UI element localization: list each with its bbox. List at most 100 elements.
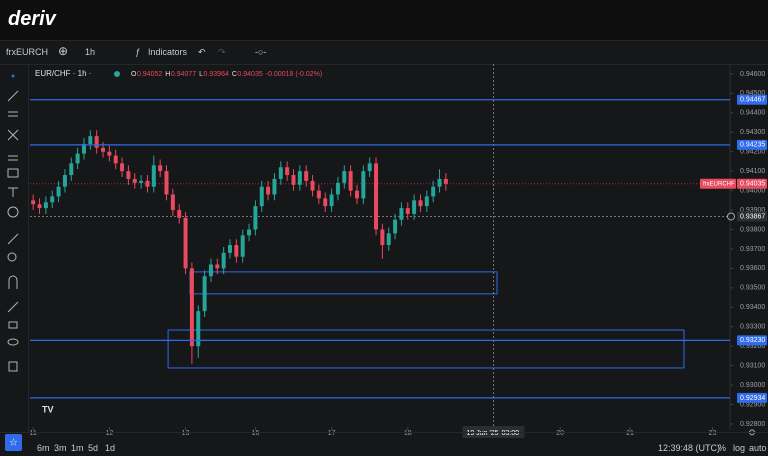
quote-change: -0.00018 (-0.02%) bbox=[266, 71, 322, 78]
symbol-tag bbox=[700, 178, 736, 189]
candle-body bbox=[228, 245, 232, 253]
candle-body bbox=[329, 194, 334, 207]
scale-option[interactable]: auto bbox=[749, 443, 767, 453]
symbol[interactable]: frxEURCH bbox=[6, 47, 48, 57]
candle-body bbox=[132, 178, 137, 183]
top-bar: deriv bbox=[0, 0, 768, 41]
candle-body bbox=[259, 186, 264, 207]
y-tick-label: 0.94400 bbox=[740, 110, 765, 117]
candle-body bbox=[107, 151, 112, 156]
candle-body bbox=[399, 208, 404, 220]
range-button[interactable]: 1m bbox=[71, 443, 84, 453]
y-tick-label: 0.94500 bbox=[740, 90, 765, 97]
candle-body bbox=[101, 147, 106, 152]
candle-body bbox=[304, 171, 309, 181]
price-label: 0.94035 bbox=[740, 181, 765, 188]
candle-body bbox=[291, 175, 296, 185]
tool-icons bbox=[7, 74, 19, 372]
candle-body bbox=[145, 180, 150, 187]
candle-body bbox=[56, 186, 61, 197]
candle-body bbox=[272, 178, 277, 195]
level-tag bbox=[737, 392, 767, 403]
candle-body bbox=[443, 178, 448, 184]
candle-body bbox=[240, 235, 245, 257]
range-button[interactable]: 5d bbox=[88, 443, 99, 453]
y-tick-label: 0.93900 bbox=[740, 207, 765, 214]
y-tick-label: 0.94300 bbox=[740, 129, 765, 136]
x-tick-label: 12 bbox=[105, 430, 113, 437]
candle-body bbox=[361, 171, 366, 199]
candle-body bbox=[310, 180, 315, 191]
quote-value: 0.94052 bbox=[137, 71, 162, 78]
candle-body bbox=[323, 198, 328, 207]
y-tick-label: 0.93400 bbox=[740, 304, 765, 311]
quote-key: L bbox=[199, 71, 203, 78]
level-label: 0.94235 bbox=[740, 142, 765, 149]
range-button[interactable]: 3m bbox=[54, 443, 67, 453]
logo[interactable]: deriv bbox=[8, 8, 56, 30]
level-label: 0.92934 bbox=[740, 395, 765, 402]
candle-body bbox=[120, 163, 125, 172]
quote-key: O bbox=[131, 71, 137, 78]
range-button[interactable]: 1d bbox=[105, 443, 116, 453]
candle-body bbox=[50, 196, 55, 203]
quote-value: 0.94035 bbox=[237, 71, 262, 78]
y-tick-label: 0.92800 bbox=[740, 421, 765, 428]
tv-logo: TV bbox=[42, 404, 54, 414]
status-dot bbox=[114, 71, 120, 77]
candle-body bbox=[424, 196, 429, 207]
candle-body bbox=[75, 153, 80, 164]
toolbar: frxEURCH ⊕ 1h ƒ Indicators ↶ ↷ -○- bbox=[0, 41, 768, 65]
level-tag bbox=[737, 335, 767, 346]
range-button[interactable]: 6m bbox=[37, 443, 50, 453]
indicators-icon[interactable]: ƒ bbox=[135, 47, 141, 57]
candle-body bbox=[126, 171, 131, 179]
add-button[interactable]: ⊕ bbox=[58, 44, 69, 58]
candle-body bbox=[151, 165, 156, 187]
drawing-tool[interactable]: -○- bbox=[255, 47, 267, 57]
candle-body bbox=[81, 143, 86, 154]
candle-body bbox=[405, 208, 410, 214]
y-tick-label: 0.94600 bbox=[740, 71, 765, 78]
candle-body bbox=[164, 171, 169, 195]
favorite-button[interactable] bbox=[5, 434, 22, 451]
quote-key: H bbox=[165, 71, 170, 78]
quote-value: 0.93964 bbox=[204, 71, 229, 78]
candle-body bbox=[380, 229, 385, 246]
x-tick-label: 18 bbox=[404, 430, 412, 437]
x-tick-label: 16 bbox=[251, 430, 259, 437]
scale-option[interactable]: % bbox=[718, 443, 727, 453]
symbol-label: frxEURCHF bbox=[703, 181, 735, 187]
candle-body bbox=[88, 136, 93, 144]
candle-body bbox=[253, 206, 258, 230]
candle-body bbox=[348, 171, 353, 191]
zone bbox=[167, 329, 685, 369]
candle-body bbox=[247, 229, 252, 236]
candle-body bbox=[386, 233, 391, 246]
candle-body bbox=[208, 264, 213, 277]
candle-body bbox=[234, 245, 239, 257]
interval[interactable]: 1h bbox=[85, 47, 96, 57]
zone bbox=[189, 271, 498, 295]
scale-option[interactable]: log bbox=[733, 443, 746, 453]
candle-body bbox=[43, 202, 48, 209]
candle-body bbox=[437, 178, 442, 187]
candle-body bbox=[316, 190, 321, 199]
candle-body bbox=[285, 167, 290, 176]
redo[interactable]: ↷ bbox=[218, 47, 226, 57]
y-tick-label: 0.93700 bbox=[740, 246, 765, 253]
footer: 6m 3m 1m 5d 1d 12:39:48 (UTC)% log auto bbox=[0, 432, 768, 456]
price-tag bbox=[737, 178, 767, 189]
x-tick-label: 21 bbox=[626, 430, 634, 437]
indicators[interactable]: Indicators bbox=[148, 47, 188, 57]
candle-body bbox=[62, 175, 67, 187]
side-toolbar bbox=[0, 64, 29, 432]
candle-body bbox=[418, 200, 423, 207]
x-tick-label: 23 bbox=[709, 430, 717, 437]
undo[interactable]: ↶ bbox=[198, 47, 206, 57]
candle-body bbox=[393, 219, 398, 234]
level-label: 0.93230 bbox=[740, 337, 765, 344]
candle-body bbox=[189, 268, 194, 347]
candle-body bbox=[139, 180, 144, 183]
